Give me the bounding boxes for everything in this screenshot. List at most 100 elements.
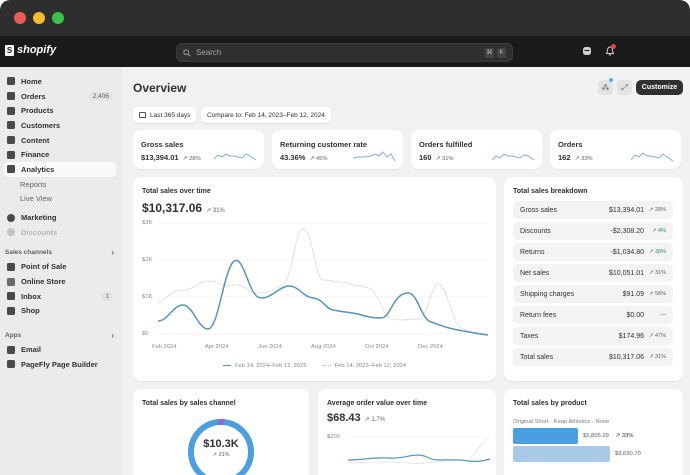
nav-label: Content — [21, 135, 50, 145]
aov-change: ↗ 1.7% — [364, 417, 386, 423]
solid-line-icon — [223, 364, 231, 367]
nav-label: Home — [21, 76, 42, 86]
donut-chart[interactable] — [186, 417, 256, 475]
breakdown-row[interactable]: Taxes $174.96 ↗ 47% — [513, 327, 673, 345]
sidebar-item-products[interactable]: Products — [4, 103, 116, 118]
sidebar-item-discounts[interactable]: Discounts — [4, 225, 116, 240]
bank-icon — [7, 150, 15, 159]
kpi-card-orders-fulfilled[interactable]: Orders fulfilled 160 ↗ 31% — [411, 130, 542, 169]
shopping-bag-icon: S — [5, 44, 14, 56]
chart-icon — [7, 165, 15, 174]
sidebar-item-inbox[interactable]: Inbox 1 — [4, 289, 116, 304]
compare-picker[interactable]: Compare to: Feb 14, 2023–Feb 12, 2024 — [201, 107, 331, 123]
sidebar-item-home[interactable]: Home — [4, 74, 116, 89]
dotted-line-icon — [322, 364, 331, 366]
search-input[interactable]: Search ⌘ K — [176, 43, 513, 62]
product-bar-current[interactable] — [513, 428, 578, 444]
kpi-card-returning-rate[interactable]: Returning customer rate 43.36% ↗ 45% — [272, 130, 403, 169]
breakdown-row[interactable]: Discounts -$2,308.20 ↗ 4% — [513, 222, 673, 240]
date-range-picker[interactable]: Last 365 days — [133, 107, 197, 123]
shopify-logo[interactable]: S shopify — [5, 44, 56, 56]
row-label: Total sales — [520, 353, 554, 361]
sidebar-item-pagefly[interactable]: PageFly Page Builder — [4, 357, 116, 372]
sales-by-channel-card: Total sales by sales channel $10.3K ↗ 31… — [133, 389, 309, 475]
breakdown-row[interactable]: Return fees $0.00 — — [513, 306, 673, 324]
shortcut-key-cmd: ⌘ — [485, 47, 494, 58]
kpi-title: Returning customer rate — [280, 140, 368, 149]
breakdown-row[interactable]: Returns -$1,034.80 ↗ 39% — [513, 243, 673, 261]
nav-label: Email — [21, 345, 42, 355]
sales-line-chart[interactable] — [133, 177, 496, 381]
home-icon — [7, 77, 15, 86]
sidebar-item-live-view[interactable]: Live View — [4, 192, 116, 207]
sales-by-product-card: Total sales by product Original Short · … — [504, 389, 683, 475]
sidebar-item-point-of-sale[interactable]: Point of Sale — [4, 260, 116, 275]
sidebar-item-analytics[interactable]: Analytics — [4, 162, 116, 177]
breakdown-row[interactable]: Net sales $10,051.01 ↗ 31% — [513, 264, 673, 282]
sidebar-item-finance[interactable]: Finance — [4, 147, 116, 162]
breakdown-row[interactable]: Total sales $10,317.06 ↗ 31% — [513, 348, 673, 366]
kpi-change: ↗ 31% — [435, 156, 454, 162]
fullscreen-button[interactable]: ⤢ — [617, 80, 632, 95]
sidebar-item-marketing[interactable]: Marketing — [4, 210, 116, 225]
insights-button[interactable]: ⁂ — [598, 80, 613, 95]
calendar-icon — [139, 112, 146, 118]
person-icon — [7, 121, 15, 130]
nav-label: Inbox — [21, 291, 41, 301]
row-value: $91.09 — [622, 290, 644, 298]
aov-line-chart[interactable] — [318, 389, 496, 475]
kpi-number: 162 — [558, 153, 571, 162]
customize-button[interactable]: Customize — [636, 80, 683, 95]
main-content: Overview ⁂ ⤢ Customize Last 365 days Com… — [122, 67, 690, 475]
email-icon — [7, 345, 15, 354]
pagefly-icon — [7, 360, 15, 369]
row-label: Shipping charges — [520, 290, 575, 298]
search-icon — [183, 48, 191, 57]
kpi-value: 160 ↗ 31% — [419, 153, 454, 162]
sidebar-item-shop[interactable]: Shop — [4, 304, 116, 319]
nav-label: Finance — [21, 150, 50, 160]
sparkline — [631, 152, 673, 162]
top-bar: S shopify Search ⌘ K — [0, 36, 690, 67]
orders-icon — [7, 92, 15, 101]
sales-channels-header[interactable]: Sales channels › — [5, 246, 114, 260]
sidebar-item-content[interactable]: Content — [4, 133, 116, 148]
kpi-change: ↗ 45% — [309, 156, 328, 162]
kpi-card-orders[interactable]: Orders 162 ↗ 33% — [550, 130, 681, 169]
sidebar-item-email[interactable]: Email — [4, 342, 116, 357]
inbox-icon — [7, 292, 15, 301]
product-bar-previous[interactable] — [513, 446, 610, 462]
breakdown-row[interactable]: Gross sales $13,394.01 ↗ 28% — [513, 201, 673, 219]
sidebar-item-customers[interactable]: Customers — [4, 118, 116, 133]
legend-item-current[interactable]: Feb 14, 2024–Feb 12, 2025 — [223, 363, 307, 369]
nav-label: Point of Sale — [21, 262, 67, 272]
kpi-card-gross-sales[interactable]: Gross sales $13,394.01 ↗ 28% — [133, 130, 264, 169]
x-tick: Feb 2024 — [152, 344, 177, 350]
page-title: Overview — [133, 81, 187, 95]
row-change: ↗ 39% — [648, 249, 666, 255]
row-label: Discounts — [520, 227, 551, 235]
new-indicator — [609, 78, 613, 82]
legend-item-previous[interactable]: Feb 14, 2023–Feb 12, 2024 — [322, 363, 406, 369]
sidebar-item-orders[interactable]: Orders 2,406 — [4, 89, 116, 104]
maximize-window-button[interactable] — [52, 12, 64, 24]
inbox-count-badge: 1 — [101, 291, 113, 301]
close-window-button[interactable] — [14, 12, 26, 24]
row-value: $0.00 — [626, 311, 644, 319]
apps-header[interactable]: Apps › — [5, 328, 114, 342]
nav-label: Customers — [21, 120, 61, 130]
title-bar — [0, 0, 690, 36]
row-change: ↗ 31% — [648, 270, 666, 276]
breakdown-row[interactable]: Shipping charges $91.09 ↗ 58% — [513, 285, 673, 303]
sidebar-item-online-store[interactable]: Online Store — [4, 274, 116, 289]
nav-label: Online Store — [21, 277, 66, 287]
kpi-title: Gross sales — [141, 140, 184, 149]
search-placeholder: Search — [196, 48, 222, 57]
section-label: Sales channels — [5, 249, 52, 257]
store-icon[interactable] — [582, 46, 592, 56]
minimize-window-button[interactable] — [33, 12, 45, 24]
x-tick: Jun 2024 — [258, 344, 282, 350]
sidebar-item-reports[interactable]: Reports — [4, 177, 116, 192]
content-icon — [7, 136, 15, 145]
